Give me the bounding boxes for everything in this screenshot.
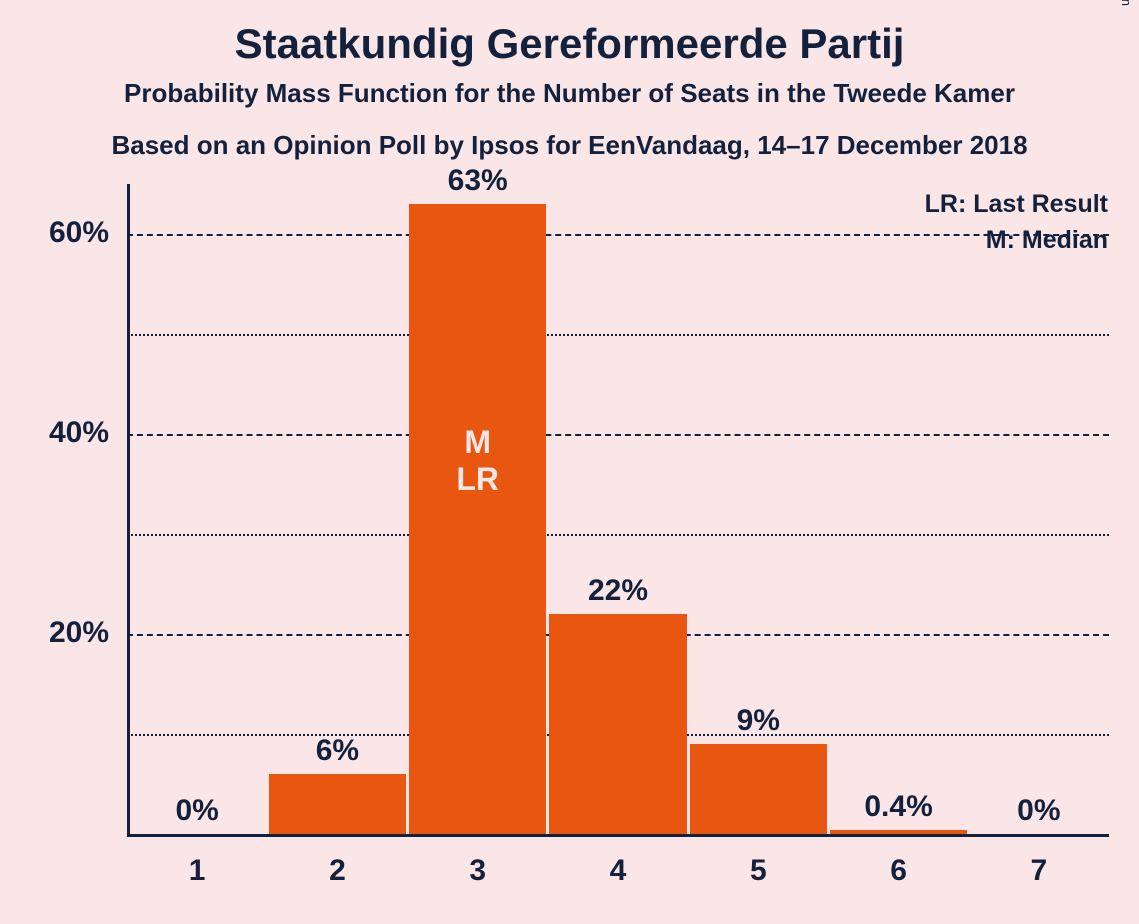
- x-tick-label: 4: [548, 854, 688, 888]
- gridline-major: [127, 234, 1109, 236]
- bar-inner-label: M LR: [409, 424, 546, 498]
- y-axis: [127, 184, 130, 837]
- bar-value-label: 9%: [688, 704, 828, 738]
- bar: [549, 614, 686, 834]
- y-tick-label: 20%: [0, 616, 109, 650]
- x-tick-label: 3: [408, 854, 548, 888]
- bar: [409, 204, 546, 834]
- x-axis: [127, 834, 1109, 837]
- bar: [690, 744, 827, 834]
- bar-value-label: 0%: [127, 794, 267, 828]
- bar: [269, 774, 406, 834]
- x-tick-label: 6: [828, 854, 968, 888]
- x-tick-label: 7: [969, 854, 1109, 888]
- bar-value-label: 22%: [548, 574, 688, 608]
- x-tick-label: 2: [267, 854, 407, 888]
- bar-value-label: 6%: [267, 734, 407, 768]
- gridline-minor: [127, 534, 1109, 536]
- x-tick-label: 5: [688, 854, 828, 888]
- x-tick-label: 1: [127, 854, 267, 888]
- y-tick-label: 40%: [0, 416, 109, 450]
- bar-value-label: 0.4%: [828, 790, 968, 824]
- gridline-minor: [127, 334, 1109, 336]
- bar-value-label: 63%: [408, 164, 548, 198]
- bar-value-label: 0%: [969, 794, 1109, 828]
- y-tick-label: 60%: [0, 216, 109, 250]
- gridline-major: [127, 434, 1109, 436]
- bar-chart: 20%40%60%0%16%263%M LR322%49%50.4%60%7: [0, 0, 1139, 924]
